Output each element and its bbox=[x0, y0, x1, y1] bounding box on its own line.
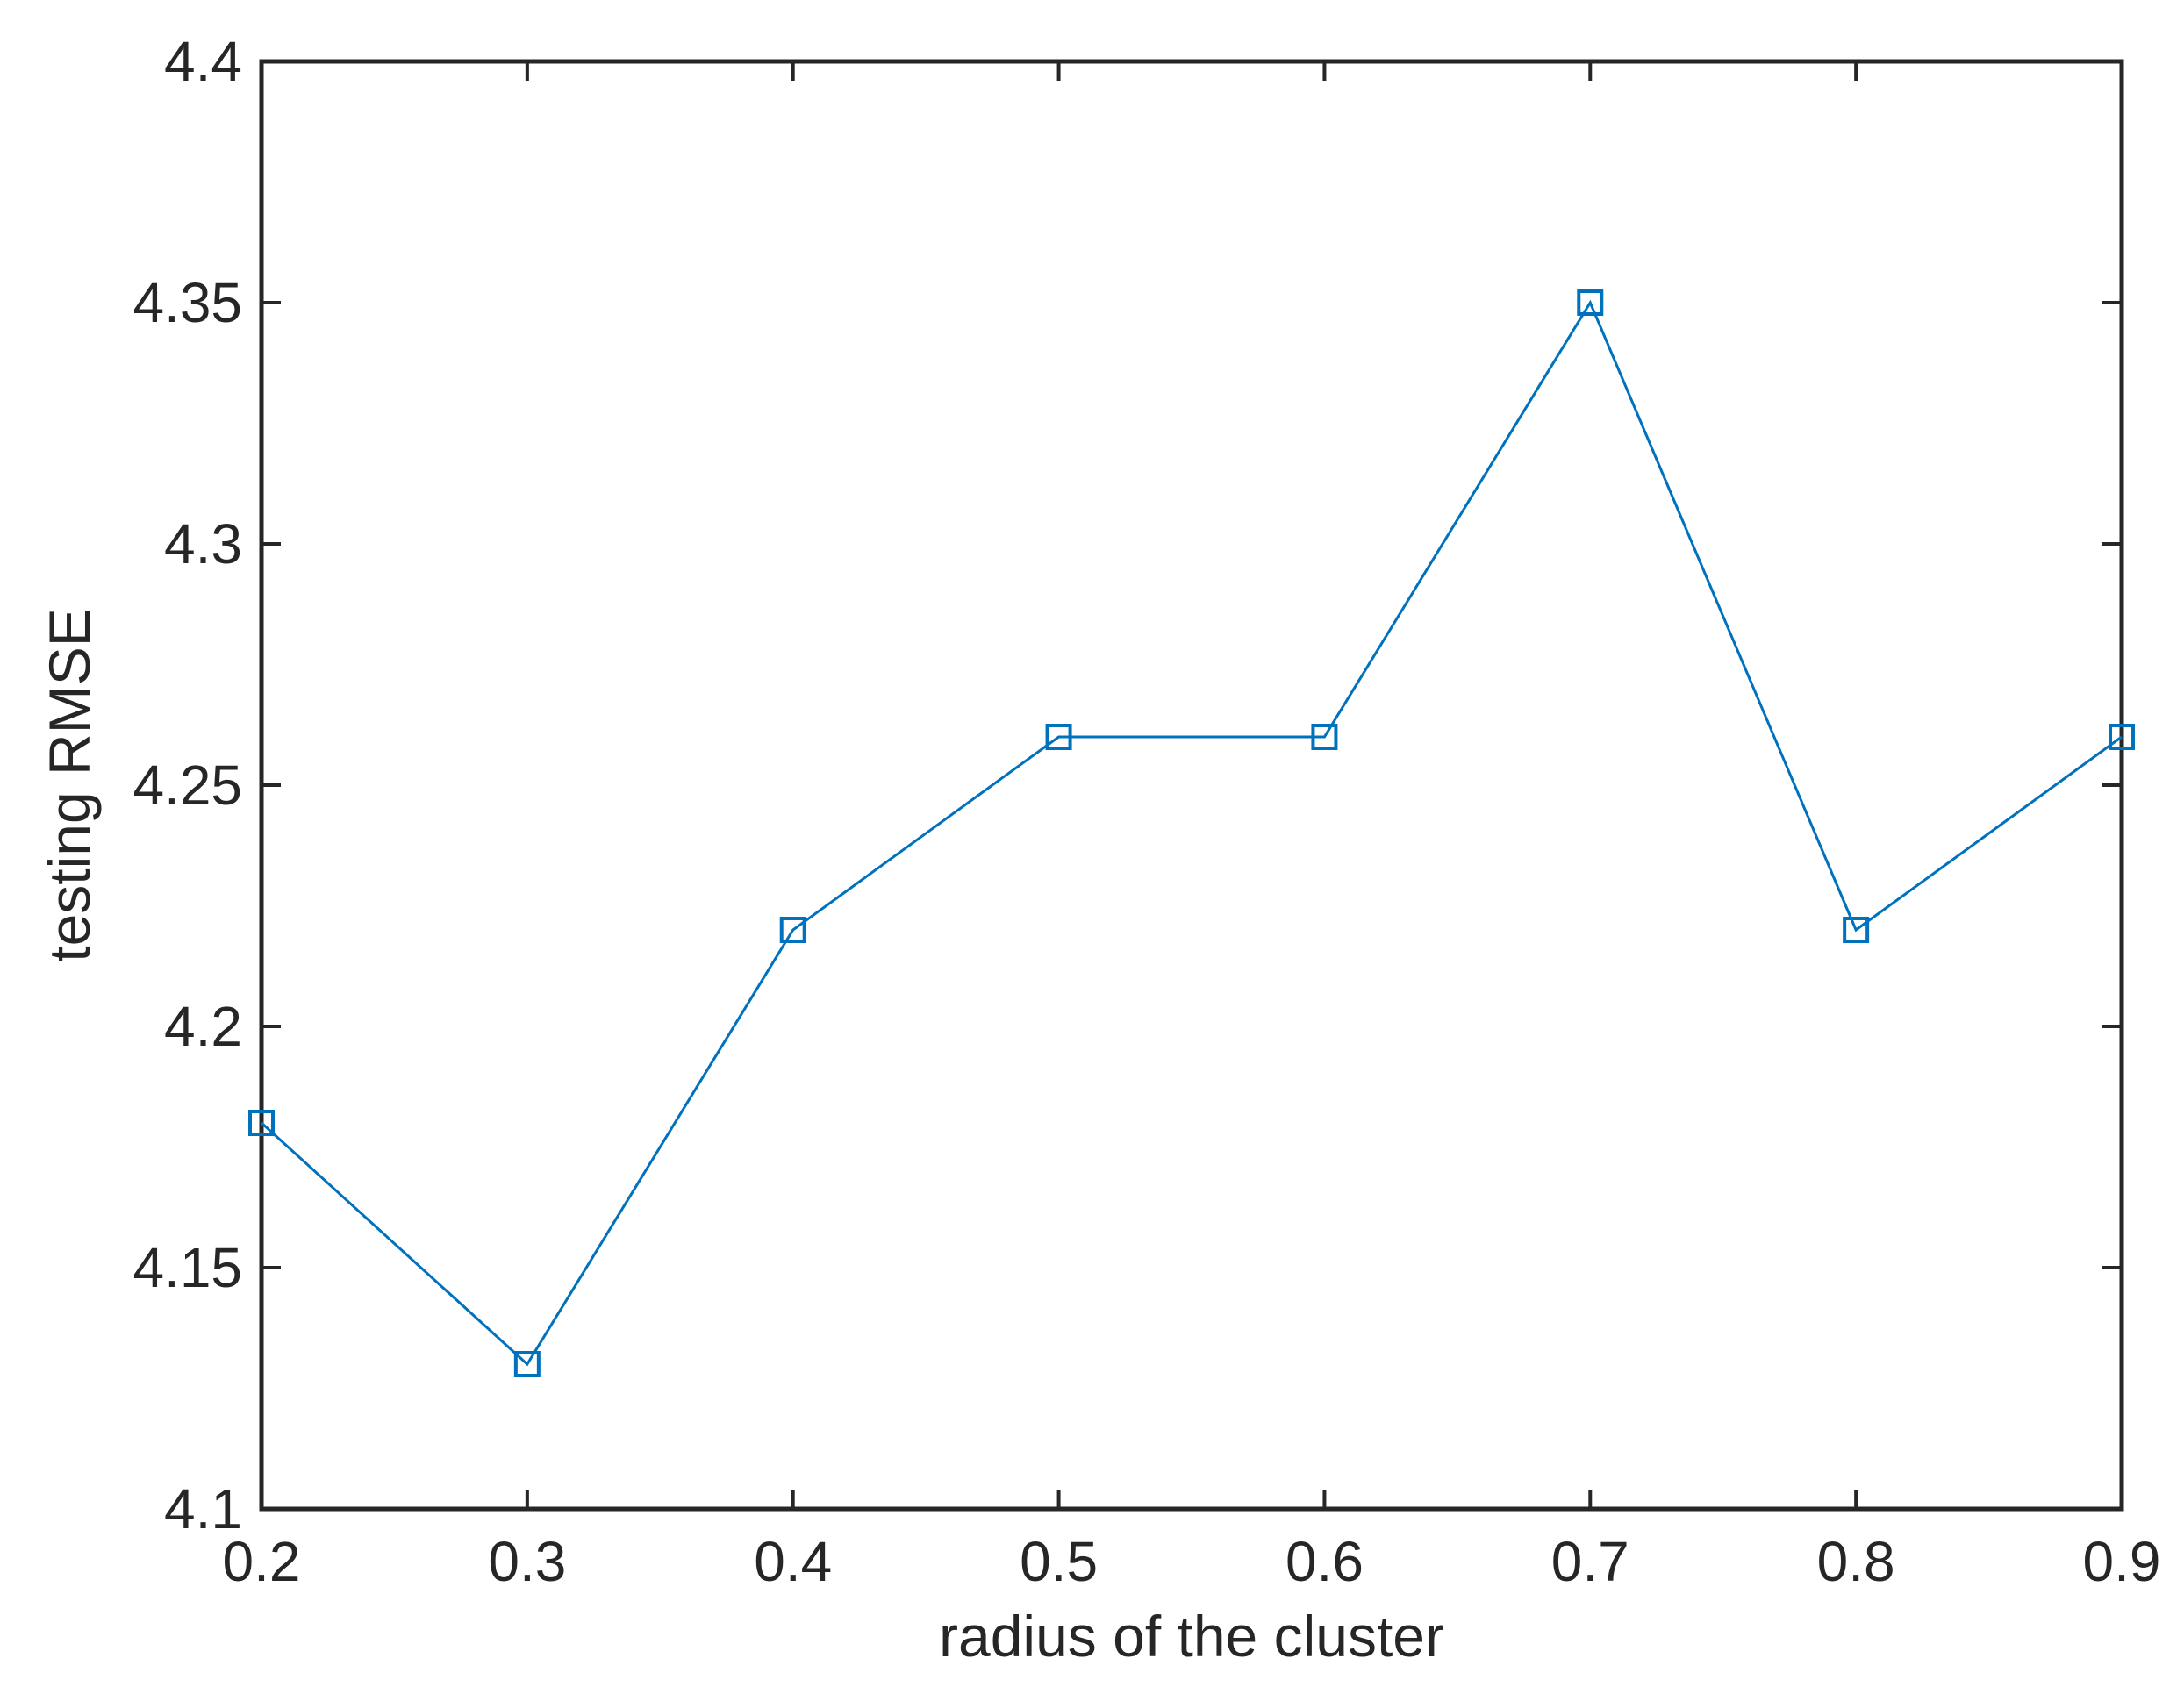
data-point-marker bbox=[248, 1110, 275, 1136]
data-point-marker bbox=[1045, 724, 1072, 750]
x-tick-label: 0.2 bbox=[223, 1530, 301, 1593]
data-point-marker bbox=[2109, 724, 2135, 750]
y-axis-label: testing RMSE bbox=[37, 608, 102, 961]
x-tick-label: 0.3 bbox=[488, 1530, 566, 1593]
plot-box bbox=[259, 59, 2124, 1512]
data-point-marker bbox=[513, 1351, 541, 1377]
data-point-marker bbox=[1577, 289, 1604, 316]
y-tick-label: 4.4 bbox=[164, 30, 242, 93]
y-tick-label: 4.2 bbox=[164, 995, 242, 1058]
plot-area bbox=[259, 59, 2124, 1512]
y-tick-label: 4.1 bbox=[164, 1477, 242, 1540]
data-point-marker bbox=[779, 917, 806, 943]
y-tick-label: 4.35 bbox=[132, 271, 242, 334]
x-tick-label: 0.6 bbox=[1285, 1530, 1364, 1593]
series-layer bbox=[248, 289, 2135, 1377]
y-tick-label: 4.15 bbox=[132, 1236, 242, 1299]
x-tick-label: 0.4 bbox=[754, 1530, 832, 1593]
y-axis-ticks: 4.1 4.15 4.2 4.25 4.3 4.35 4.4 bbox=[132, 30, 2122, 1540]
x-axis-ticks: 0.2 0.3 0.4 0.5 0.6 0.7 0.8 0.9 bbox=[223, 61, 2161, 1593]
x-axis-label: radius of the cluster bbox=[939, 1604, 1444, 1669]
x-tick-label: 0.7 bbox=[1551, 1530, 1629, 1593]
data-point-marker bbox=[1843, 917, 1870, 943]
y-tick-label: 4.3 bbox=[164, 512, 242, 575]
data-point-marker bbox=[1311, 724, 1338, 750]
x-tick-label: 0.5 bbox=[1020, 1530, 1098, 1593]
series-line bbox=[260, 299, 2123, 1367]
x-tick-label: 0.9 bbox=[2083, 1530, 2161, 1593]
x-tick-label: 0.8 bbox=[1817, 1530, 1895, 1593]
y-tick-label: 4.25 bbox=[132, 754, 242, 817]
